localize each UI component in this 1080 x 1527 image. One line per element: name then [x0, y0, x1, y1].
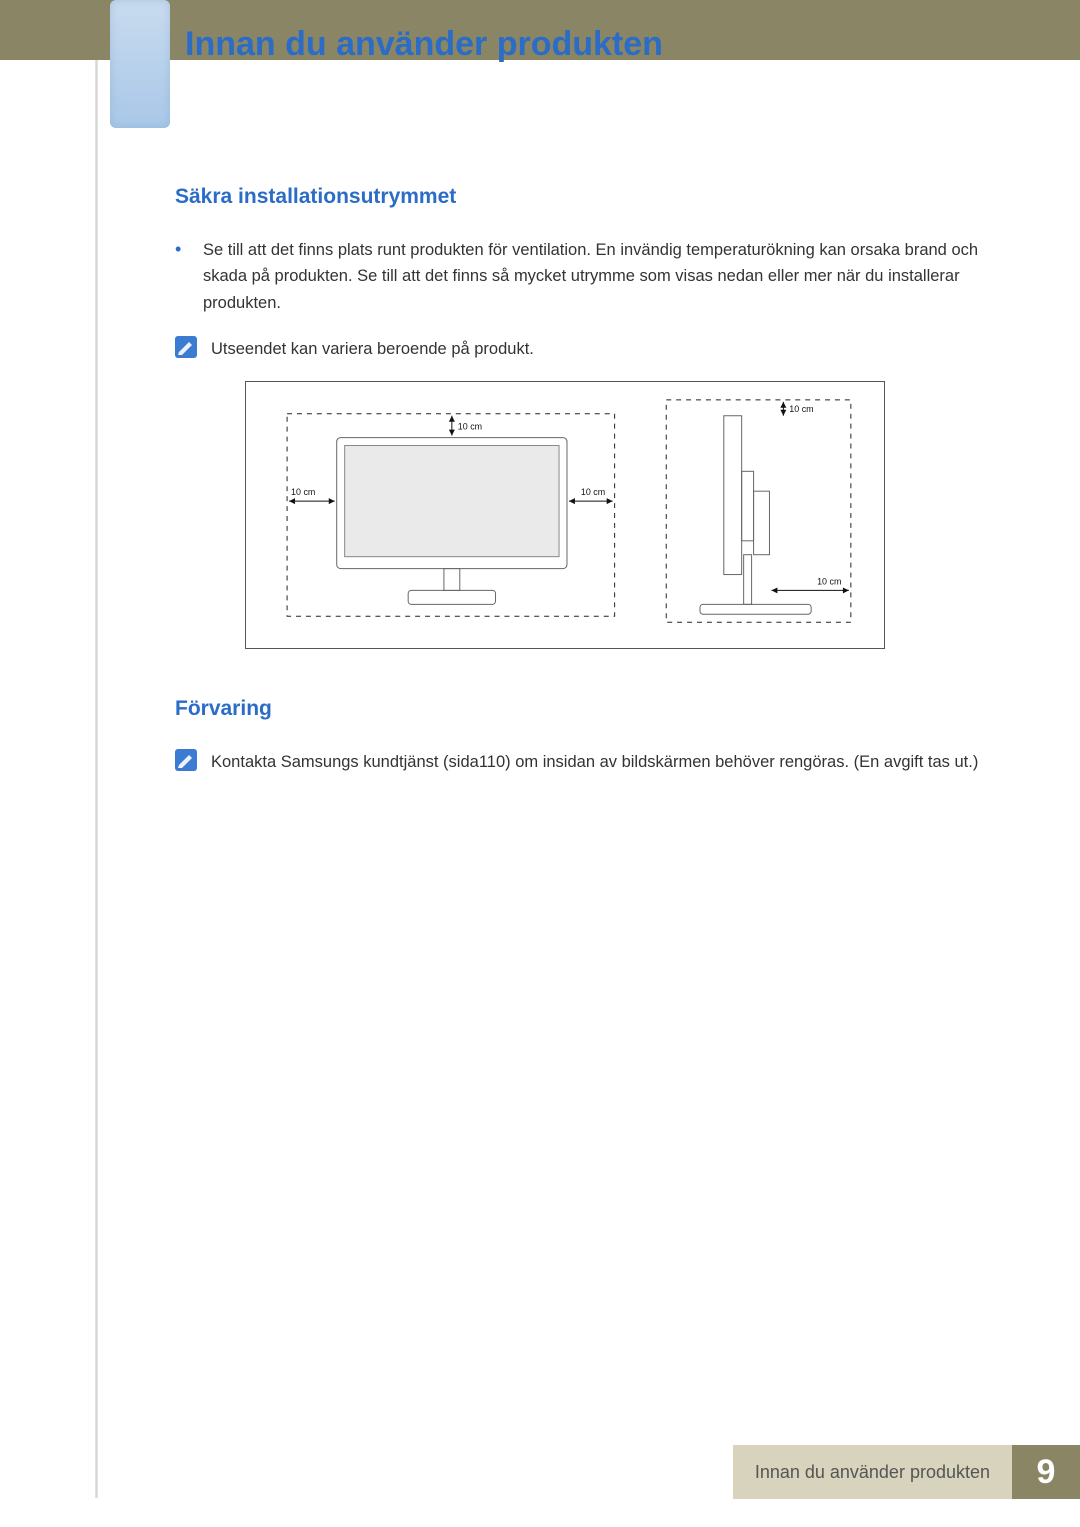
footer-label: Innan du använder produkten [733, 1445, 1012, 1499]
dim-front-top: 10 cm [458, 421, 482, 431]
section1-heading: Säkra installationsutrymmet [175, 185, 985, 209]
dim-front-right: 10 cm [581, 487, 605, 497]
section1-note-text: Utseendet kan variera beroende på produk… [211, 336, 534, 362]
bullet-dot-icon: • [175, 237, 203, 316]
section2-heading: Förvaring [175, 697, 985, 721]
page-content: Säkra installationsutrymmet • Se till at… [175, 185, 985, 793]
footer-page-number: 9 [1012, 1445, 1080, 1499]
section1-bullet: • Se till att det finns plats runt produ… [175, 237, 985, 316]
chapter-tab [110, 0, 170, 128]
page-title: Innan du använder produkten [185, 25, 663, 64]
note-icon [175, 749, 197, 771]
section1-bullet-text: Se till att det finns plats runt produkt… [203, 237, 985, 316]
note-icon [175, 336, 197, 358]
dim-side-back: 10 cm [817, 576, 841, 586]
footer: Innan du använder produkten 9 [733, 1445, 1080, 1499]
section2-note: Kontakta Samsungs kundtjänst (sida110) o… [175, 749, 985, 775]
dim-side-top: 10 cm [789, 403, 813, 413]
section2-note-text: Kontakta Samsungs kundtjänst (sida110) o… [211, 749, 978, 775]
section1-note: Utseendet kan variera beroende på produk… [175, 336, 985, 362]
dim-front-left: 10 cm [291, 487, 315, 497]
clearance-diagram: 10 cm 10 cm 10 cm 10 cm [245, 381, 885, 649]
side-gradient-bar [95, 0, 98, 1498]
